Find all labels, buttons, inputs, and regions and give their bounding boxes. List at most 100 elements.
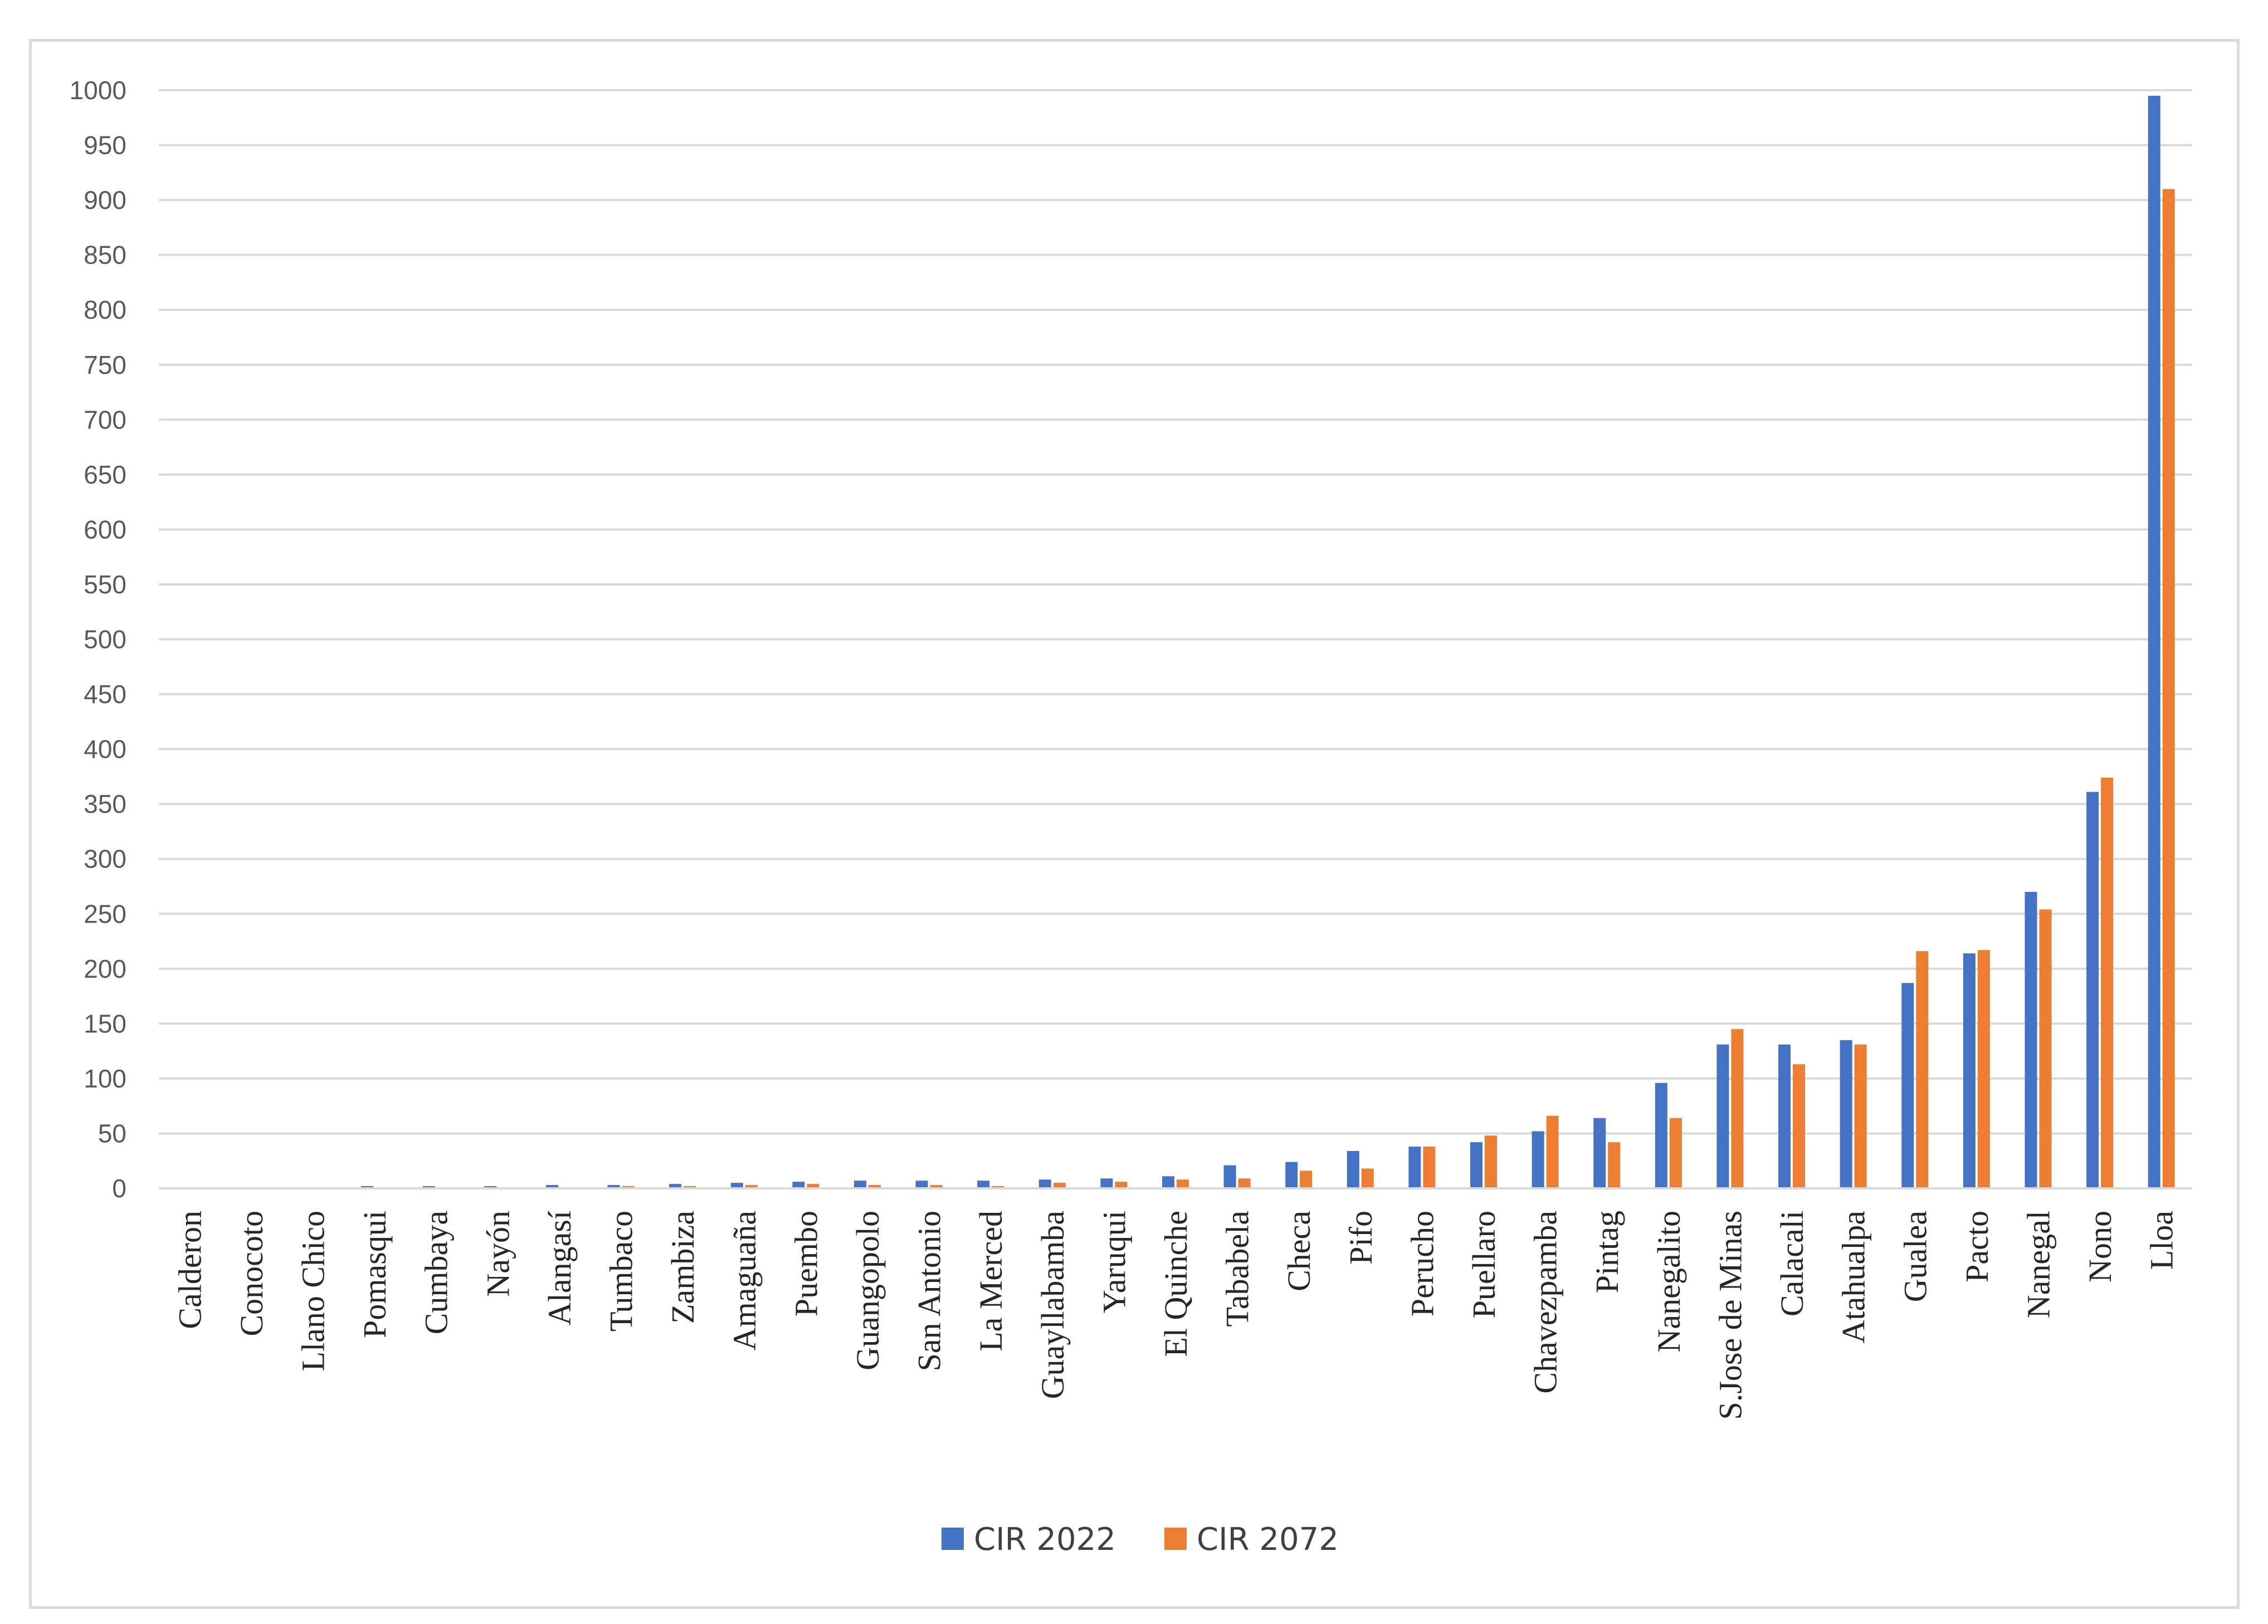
legend-swatch xyxy=(942,1528,964,1550)
chart-frame xyxy=(29,39,2240,1609)
x-tick-label: Conocoto xyxy=(233,1211,270,1337)
x-tick-label: La Merced xyxy=(973,1211,1009,1352)
bar-cir-2072 xyxy=(1423,1147,1436,1188)
x-tick-label: San Antonio xyxy=(911,1211,948,1371)
bar-cir-2022 xyxy=(1408,1147,1421,1188)
legend[interactable]: CIR 2022 CIR 2072 xyxy=(942,1521,1339,1558)
y-axis-ticks: 0 50 100 150 200 250 300 350 400 450 500 550 600 650 7… xyxy=(70,76,126,1203)
bar-cir-2072 xyxy=(1854,1044,1867,1188)
gridlines xyxy=(159,89,2192,1135)
y-tick-label: 500 xyxy=(84,625,126,654)
x-axis-ticks: Calderon Conocoto Llano Chico Pomasqui Cumba… xyxy=(172,1211,2179,1420)
x-tick-label: Pintag xyxy=(1589,1211,1625,1293)
bar-cir-2072 xyxy=(1546,1115,1559,1188)
x-tick-label: Lloa xyxy=(2144,1211,2180,1270)
x-tick-label: Cumbaya xyxy=(418,1211,455,1334)
y-tick-label: 700 xyxy=(84,405,126,434)
bar-cir-2072 xyxy=(1361,1168,1374,1188)
x-tick-label: Tababela xyxy=(1220,1211,1256,1326)
bar-cir-2022 xyxy=(1100,1178,1113,1188)
bar-cir-2022 xyxy=(1901,983,1914,1188)
y-tick-label: 350 xyxy=(84,789,126,818)
y-tick-label: 300 xyxy=(84,845,126,874)
bar-cir-2072 xyxy=(1669,1118,1682,1188)
bar-cir-2072 xyxy=(1115,1182,1128,1188)
bar-cir-2072 xyxy=(1177,1179,1189,1188)
x-tick-label: Alangasí xyxy=(542,1211,578,1325)
bar-cir-2022 xyxy=(2025,891,2037,1188)
x-tick-label: Atahualpa xyxy=(1836,1211,1872,1343)
x-tick-label: Nayón xyxy=(480,1211,516,1297)
bar-cir-2022 xyxy=(1840,1040,1852,1188)
y-tick-label: 1000 xyxy=(70,76,126,105)
x-tick-label: Guayllabamba xyxy=(1035,1211,1071,1399)
bar-cir-2022 xyxy=(2148,95,2160,1189)
bar-cir-2022 xyxy=(1223,1165,1236,1188)
bar-cir-2022 xyxy=(1038,1179,1051,1188)
bar-cir-2022 xyxy=(1470,1142,1483,1188)
x-tick-label: Calderon xyxy=(172,1211,208,1329)
y-tick-label: 150 xyxy=(84,1009,126,1038)
x-tick-label: Calacali xyxy=(1774,1211,1810,1316)
legend-label: CIR 2072 xyxy=(1197,1521,1339,1558)
bar-cir-2022 xyxy=(1963,953,1976,1188)
bar-cir-2072 xyxy=(868,1185,881,1188)
bar-cir-2022 xyxy=(607,1185,620,1188)
x-tick-label: Puembo xyxy=(788,1211,824,1316)
x-tick-label: Puellaro xyxy=(1466,1211,1502,1318)
bar-cir-2072 xyxy=(1916,951,1929,1188)
bar-cir-2022 xyxy=(1655,1082,1667,1188)
x-tick-label: Llano Chico xyxy=(295,1211,331,1371)
y-tick-label: 950 xyxy=(84,131,126,160)
bar-cir-2072 xyxy=(2039,909,2052,1188)
bar-cir-2022 xyxy=(669,1184,682,1188)
legend-label: CIR 2022 xyxy=(974,1521,1116,1558)
bar-cir-2072 xyxy=(1485,1135,1498,1188)
bar-cir-2022 xyxy=(730,1183,743,1188)
bar-cir-2022 xyxy=(915,1181,928,1188)
bar-cir-2072 xyxy=(1238,1178,1251,1188)
y-tick-label: 650 xyxy=(84,460,126,489)
x-tick-label: Chavezpamba xyxy=(1528,1211,1564,1394)
bar-cir-2022 xyxy=(1285,1162,1298,1188)
y-tick-label: 550 xyxy=(84,570,126,599)
bar-cir-2072 xyxy=(2162,189,2175,1188)
bars xyxy=(176,95,2175,1189)
bar-cir-2072 xyxy=(2101,777,2114,1188)
y-tick-label: 600 xyxy=(84,515,126,544)
bar-cir-2022 xyxy=(1347,1150,1359,1188)
x-tick-label: Pacto xyxy=(1959,1211,1995,1282)
bar-cir-2072 xyxy=(1608,1142,1621,1188)
x-tick-label: Yaruqui xyxy=(1096,1211,1132,1313)
x-tick-label: Gualea xyxy=(1897,1211,1933,1302)
y-tick-label: 850 xyxy=(84,241,126,270)
x-tick-label: Tumbaco xyxy=(603,1211,640,1332)
bar-cir-2072 xyxy=(1793,1064,1806,1188)
bar-cir-2022 xyxy=(853,1181,866,1188)
y-tick-label: 100 xyxy=(84,1064,126,1093)
x-tick-label: Amaguaña xyxy=(726,1211,763,1350)
y-tick-label: 200 xyxy=(84,954,126,983)
x-tick-label: Checa xyxy=(1281,1211,1317,1291)
x-tick-label: Nono xyxy=(2082,1211,2118,1282)
bar-cir-2072 xyxy=(1053,1183,1066,1188)
bar-cir-2022 xyxy=(792,1182,805,1188)
bar-cir-2072 xyxy=(930,1185,943,1188)
y-tick-label: 250 xyxy=(84,899,126,928)
x-tick-label: Pifo xyxy=(1343,1211,1379,1265)
bar-cir-2072 xyxy=(1731,1029,1744,1188)
legend-swatch xyxy=(1164,1528,1187,1550)
y-tick-label: 450 xyxy=(84,680,126,709)
bar-cir-2022 xyxy=(1716,1044,1729,1188)
y-tick-label: 50 xyxy=(98,1119,126,1148)
y-tick-label: 800 xyxy=(84,295,126,324)
x-tick-label: El Quinche xyxy=(1158,1211,1194,1357)
x-tick-label: Nanegal xyxy=(2020,1211,2056,1318)
bar-cir-2072 xyxy=(807,1184,820,1188)
bar-cir-2022 xyxy=(1593,1118,1606,1188)
bar-cir-2022 xyxy=(977,1181,990,1188)
x-tick-label: Zambiza xyxy=(665,1211,701,1324)
y-tick-label: 750 xyxy=(84,350,126,379)
x-tick-label: Pomasqui xyxy=(357,1211,393,1338)
